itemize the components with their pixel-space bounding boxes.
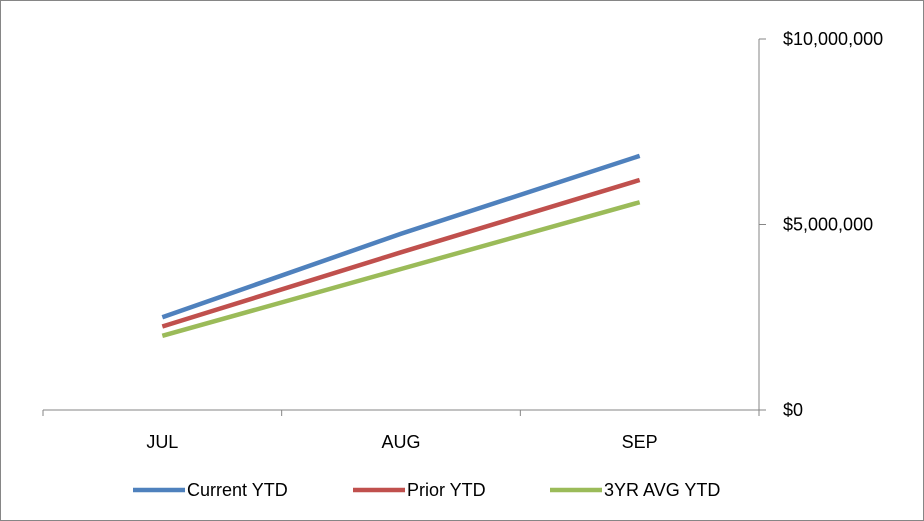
x-tick-label: JUL	[146, 432, 178, 452]
series-line-1	[161, 153, 641, 320]
y-tick-label: $5,000,000	[783, 215, 873, 235]
x-tick-label: SEP	[622, 432, 658, 452]
axes	[42, 38, 766, 416]
y-tick-label: $0	[783, 400, 803, 420]
legend-label: 3YR AVG YTD	[604, 480, 720, 500]
legend-label: Current YTD	[187, 480, 288, 500]
legend-label: Prior YTD	[407, 480, 486, 500]
series-layer	[161, 153, 641, 338]
y-tick-label: $10,000,000	[783, 29, 883, 49]
x-tick-label: AUG	[381, 432, 420, 452]
legend: Current YTD Prior YTD 3YR AVG YTD	[133, 480, 720, 500]
series-line-2	[161, 177, 641, 329]
labels-layer: $0 $5,000,000 $10,000,000 JUL AUG SEP	[146, 29, 883, 452]
